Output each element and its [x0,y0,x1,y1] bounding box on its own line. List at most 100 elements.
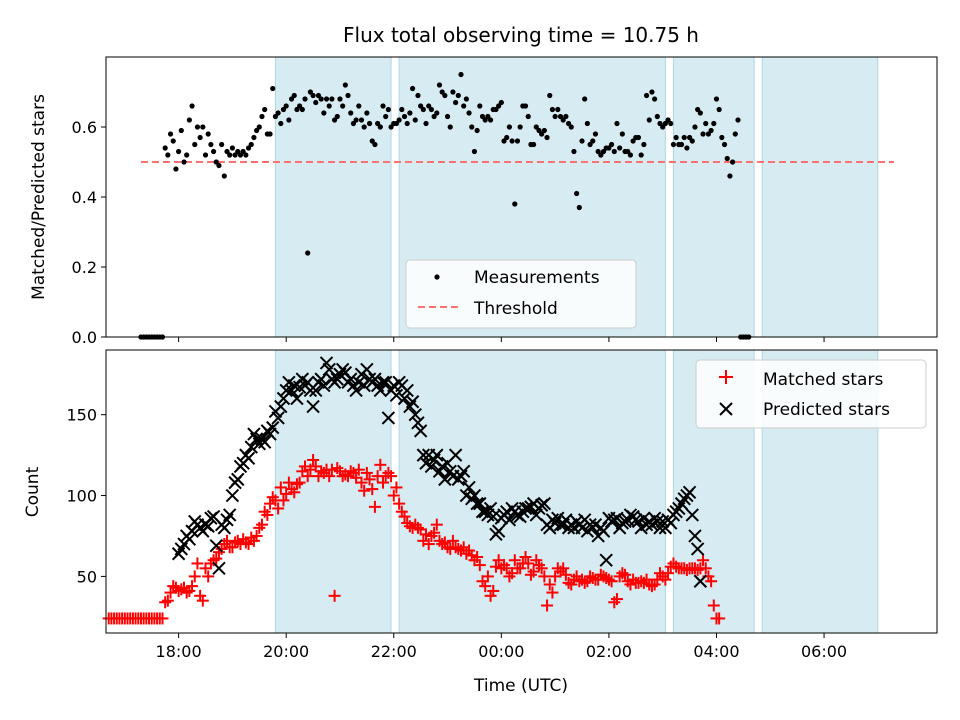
predicted-star-point [257,435,272,449]
matched-star-point [366,483,379,496]
predicted-star-point [685,508,699,522]
predicted-star-stroke-b [322,362,336,377]
measurement-point [280,106,287,113]
matched-star-point [325,463,338,476]
matched-star-point [188,570,201,583]
measurement-point [560,117,566,123]
measurement-point [587,141,593,148]
x-tick-label: 02:00 [586,642,632,661]
measurement-point [216,162,222,169]
measurement-point [649,89,655,95]
measurement-point [568,124,574,130]
measurement-point [385,106,391,113]
matched-star-point [385,470,398,483]
measurement-point [313,99,319,106]
measurement-point [243,152,249,158]
measurement-point [305,250,311,256]
x-axis-label: Time (UTC) [473,676,568,696]
measurement-point [686,134,693,141]
measurement-point [600,148,607,155]
predicted-star-point [322,362,336,377]
x-tick-label: 06:00 [801,642,847,661]
predicted-star-point [430,448,444,462]
matched-star-point [261,508,274,521]
measurement-point [582,96,588,102]
measurement-point [517,124,523,130]
predicted-star-stroke-b [241,451,256,466]
measurement-point [695,106,701,113]
predicted-star-stroke-b [282,375,296,390]
measurement-point [638,152,644,158]
matched-star-point [645,580,658,593]
measurement-point [340,103,346,109]
predicted-star-point [413,424,428,438]
predicted-star-stroke-b [231,472,245,487]
predicted-star-point [244,440,258,454]
predicted-star-point [502,513,517,527]
measurement-point [643,92,650,99]
predicted-star-stroke-b [319,356,334,370]
measurement-point [614,120,620,127]
measurement-point [539,131,545,137]
measurement-point [407,110,413,116]
matched-star-point [315,465,328,478]
matched-star-point [452,542,465,555]
predicted-star-stroke-b [217,521,232,535]
predicted-star-point [664,516,678,530]
predicted-star-stroke-b [306,399,320,414]
matched-star-point [691,563,704,576]
measurement-point [439,89,445,95]
measurement-point [412,117,418,123]
measurement-point [509,138,515,144]
legend-predicted-label: Predicted stars [763,400,890,420]
measurement-point [652,96,658,102]
predicted-star-stroke-b [225,488,240,503]
predicted-star-stroke-b [279,383,293,398]
top-panel-ticks: 0.0 0.2 0.4 0.6 [72,118,825,347]
shaded-interval-top-3 [761,56,879,338]
y-tick-label: 0.0 [72,328,97,347]
measurement-point [345,92,351,99]
measurement-point [205,131,211,137]
y-tick-label: 0.6 [72,118,97,137]
matched-star-point [403,520,416,533]
measurement-point [275,110,281,116]
measurement-point [200,124,206,130]
measurement-point [662,120,668,127]
measurement-point [552,113,558,120]
measurement-point [288,96,295,102]
measurement-point [393,120,400,127]
matched-star-point [293,476,306,489]
predicted-star-point [389,388,404,402]
predicted-star-stroke-b [416,448,431,462]
measurement-point [531,141,537,148]
predicted-star-stroke-b [502,513,517,527]
predicted-star-stroke-b [413,424,428,438]
measurement-point [512,201,518,207]
measurement-point [221,173,227,179]
legend-threshold-label: Threshold [473,299,558,319]
predicted-star-stroke-b [664,516,678,530]
predicted-star-point [241,451,256,466]
predicted-star-point [373,383,388,398]
matched-star-point [398,510,411,523]
measurement-point [681,134,687,141]
measurement-point [278,120,284,127]
measurement-point [256,124,262,130]
matched-star-point [487,584,500,597]
legend-measurements-marker [434,274,440,280]
measurement-point [227,152,233,158]
y-tick-label: 50 [77,567,97,586]
matched-star-point [535,562,548,575]
matched-star-point [619,568,632,581]
measurement-point [426,103,432,109]
measurement-point [358,117,365,123]
bottom-panel-legend: Matched stars Predicted stars [695,359,927,429]
measurement-point [184,152,190,158]
matched-star-point [288,486,301,499]
predicted-star-point [378,375,393,390]
matched-star-point [159,596,172,609]
measurement-point [270,85,276,92]
predicted-star-point [271,411,285,425]
matched-star-point [360,466,373,479]
